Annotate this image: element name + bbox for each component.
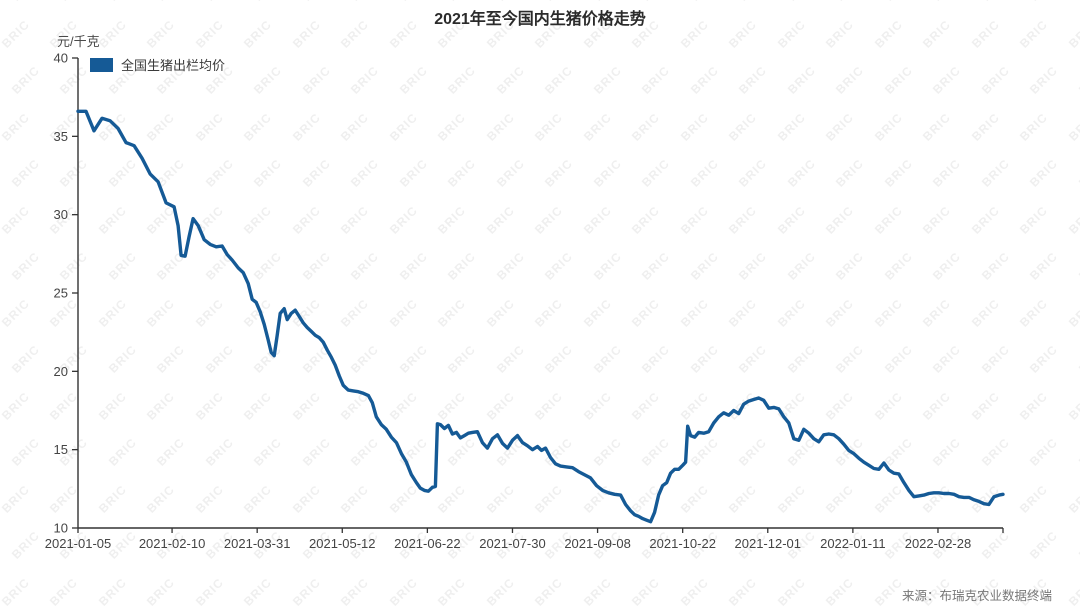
y-tick-label: 35 xyxy=(54,129,68,144)
x-tick-label: 2022-02-28 xyxy=(905,536,972,551)
x-tick-label: 2021-01-05 xyxy=(45,536,112,551)
y-tick-label: 10 xyxy=(54,521,68,536)
x-tick-label: 2021-09-08 xyxy=(564,536,631,551)
y-tick-label: 25 xyxy=(54,286,68,301)
x-tick-label: 2021-02-10 xyxy=(139,536,206,551)
legend-label: 全国生猪出栏均价 xyxy=(121,58,226,73)
x-tick-label: 2021-07-30 xyxy=(479,536,546,551)
legend: 全国生猪出栏均价 xyxy=(90,55,225,74)
x-tick-label: 2021-12-01 xyxy=(735,536,802,551)
y-tick-label: 20 xyxy=(54,364,68,379)
y-axis-unit-label: 元/千克 xyxy=(57,34,100,49)
x-tick-label: 2021-06-22 xyxy=(394,536,461,551)
x-tick-label: 2021-10-22 xyxy=(649,536,716,551)
legend-swatch xyxy=(90,57,113,72)
x-tick-label: 2021-03-31 xyxy=(224,536,291,551)
price-line xyxy=(76,109,1005,524)
y-tick-label: 15 xyxy=(54,442,68,457)
chart-title: 2021年至今国内生猪价格走势 xyxy=(434,11,646,28)
x-tick-label: 2022-01-11 xyxy=(820,536,886,551)
y-tick-label: 30 xyxy=(54,207,68,222)
source-label: 来源：布瑞克农业数据终端 xyxy=(901,589,1052,603)
x-tick-label: 2021-05-12 xyxy=(309,536,376,551)
y-tick-label: 40 xyxy=(54,51,68,66)
